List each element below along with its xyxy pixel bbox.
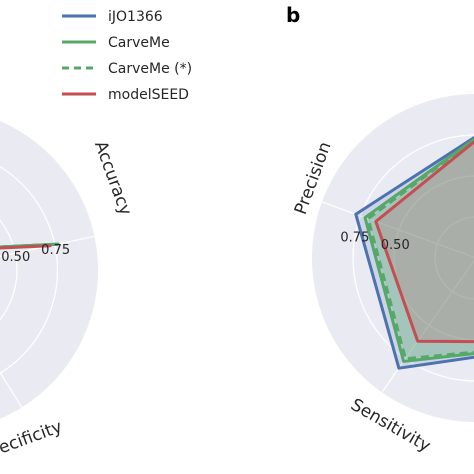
axis-label-specificity: Specificity <box>0 417 65 466</box>
grid-ring <box>0 219 18 321</box>
series-modelseed <box>0 244 52 250</box>
legend-label: iJO1366 <box>108 9 163 25</box>
radar-background <box>0 121 98 419</box>
grid-spoke <box>0 235 95 258</box>
grid-ring <box>434 216 474 300</box>
series-ijo1366 <box>354 135 474 370</box>
radar-panel-a: 0.50 0.75 Accuracy Specificity <box>0 121 135 466</box>
grid-spoke <box>381 259 474 393</box>
r-tick-label: 0.50 <box>1 250 30 265</box>
axis-label-accuracy: Accuracy <box>90 138 135 218</box>
legend-background <box>0 0 230 108</box>
legend: iJO1366 CarveMe CarveMe (*) modelSEED <box>0 0 230 108</box>
grid-spoke <box>321 201 474 258</box>
r-tick-label: 0.75 <box>340 231 369 246</box>
panel-letter: b <box>286 3 300 27</box>
legend-label: modelSEED <box>108 87 189 103</box>
grid-ring <box>352 134 474 382</box>
legend-label: CarveMe <box>108 35 170 51</box>
grid-ring <box>393 175 474 341</box>
legend-label: CarveMe (*) <box>108 61 192 77</box>
series-carveme <box>0 242 60 249</box>
r-tick-label: 0.50 <box>381 238 410 253</box>
series-modelseed <box>374 139 474 344</box>
series-carveme <box>366 138 474 361</box>
grid-spoke <box>0 371 23 408</box>
r-tick-label: 0.75 <box>41 243 70 258</box>
grid-ring <box>0 166 59 374</box>
